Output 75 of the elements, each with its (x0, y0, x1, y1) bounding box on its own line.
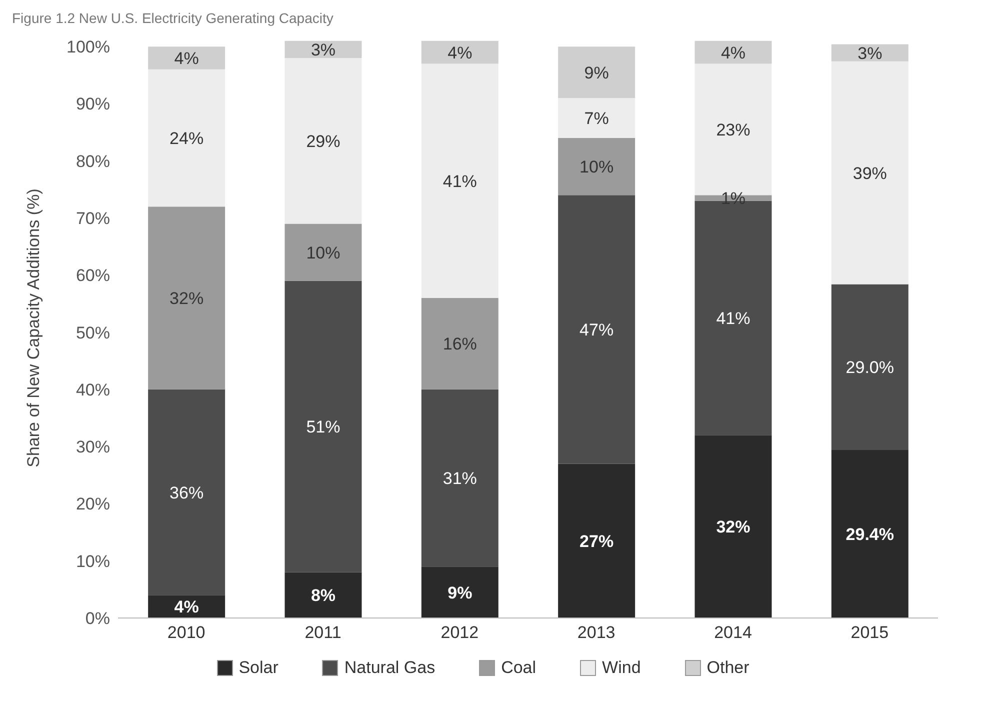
data-label: 36% (170, 483, 204, 502)
data-label: 7% (584, 109, 609, 128)
x-tick-label: 2014 (714, 623, 752, 642)
y-tick-label: 70% (76, 209, 110, 228)
x-tick-label: 2011 (304, 623, 342, 642)
data-label: 29% (306, 132, 340, 151)
bar (284, 280, 362, 572)
bar (694, 435, 772, 618)
bar (558, 46, 636, 98)
bar (558, 138, 636, 196)
x-tick-label: 2015 (850, 623, 889, 642)
y-tick-label: 60% (76, 266, 110, 286)
bar (694, 40, 772, 64)
bar (421, 298, 498, 390)
y-axis-title: Share of New Capacity Additions (%) (24, 188, 44, 468)
y-tick-label: 100% (66, 38, 110, 57)
x-tick-label: 2012 (440, 623, 479, 642)
data-label: 24% (170, 129, 204, 148)
bar (421, 566, 498, 618)
data-label: 51% (306, 418, 340, 437)
data-label: 4% (448, 43, 472, 62)
bar (831, 450, 908, 618)
data-label: 8% (310, 586, 336, 606)
data-label: 39% (852, 164, 887, 183)
data-label: 47% (580, 320, 614, 340)
bar (421, 389, 498, 567)
bar (148, 206, 226, 390)
data-label: 10% (580, 158, 614, 177)
y-tick-label: 20% (76, 494, 110, 514)
data-label: 9% (584, 63, 609, 82)
x-tick-label: 2010 (167, 623, 206, 642)
y-tick-label: 0% (85, 609, 110, 628)
bar (558, 195, 636, 464)
data-label: 29.4% (846, 525, 894, 544)
data-label: 27% (580, 532, 614, 551)
bar (831, 284, 908, 450)
y-tick-label: 50% (76, 323, 110, 342)
legend-label: Coal (500, 658, 536, 678)
data-label: 3% (310, 40, 336, 60)
bar (148, 46, 226, 70)
data-label: 3% (858, 44, 882, 63)
data-label: 4% (174, 49, 199, 68)
bar (421, 40, 498, 64)
y-tick-label: 90% (76, 94, 110, 114)
data-label: 32% (170, 289, 204, 308)
bar (284, 224, 362, 281)
y-tick-label: 10% (76, 552, 110, 571)
legend-label: Wind (601, 658, 641, 678)
y-tick-label: 40% (76, 380, 110, 400)
data-label: 29.0% (846, 358, 894, 378)
data-label: 31% (442, 469, 477, 488)
legend-label: Other (706, 658, 750, 678)
y-tick-label: 30% (76, 438, 110, 457)
data-label: 4% (174, 598, 199, 617)
data-label: 4% (720, 43, 746, 62)
data-label: 32% (716, 518, 750, 537)
data-label: 41% (442, 172, 477, 191)
bar (148, 389, 226, 596)
data-label: 10% (306, 243, 340, 262)
bar (284, 572, 362, 618)
bar (421, 64, 498, 298)
bar (148, 69, 226, 207)
chart-title: Figure 1.2 New U.S. Electricity Generating Capacity (11, 9, 334, 28)
legend-label: Natural Gas (343, 658, 436, 678)
y-tick-label: 80% (76, 152, 110, 171)
bar (284, 58, 362, 224)
x-tick-label: 2013 (577, 623, 616, 642)
data-label: 16% (442, 334, 477, 354)
data-label: 9% (448, 583, 472, 602)
bar (558, 98, 636, 138)
bar (558, 464, 636, 618)
legend-label: Solar (238, 658, 278, 678)
data-label: 23% (716, 120, 750, 140)
bar (831, 61, 908, 284)
data-label: 41% (716, 309, 750, 328)
